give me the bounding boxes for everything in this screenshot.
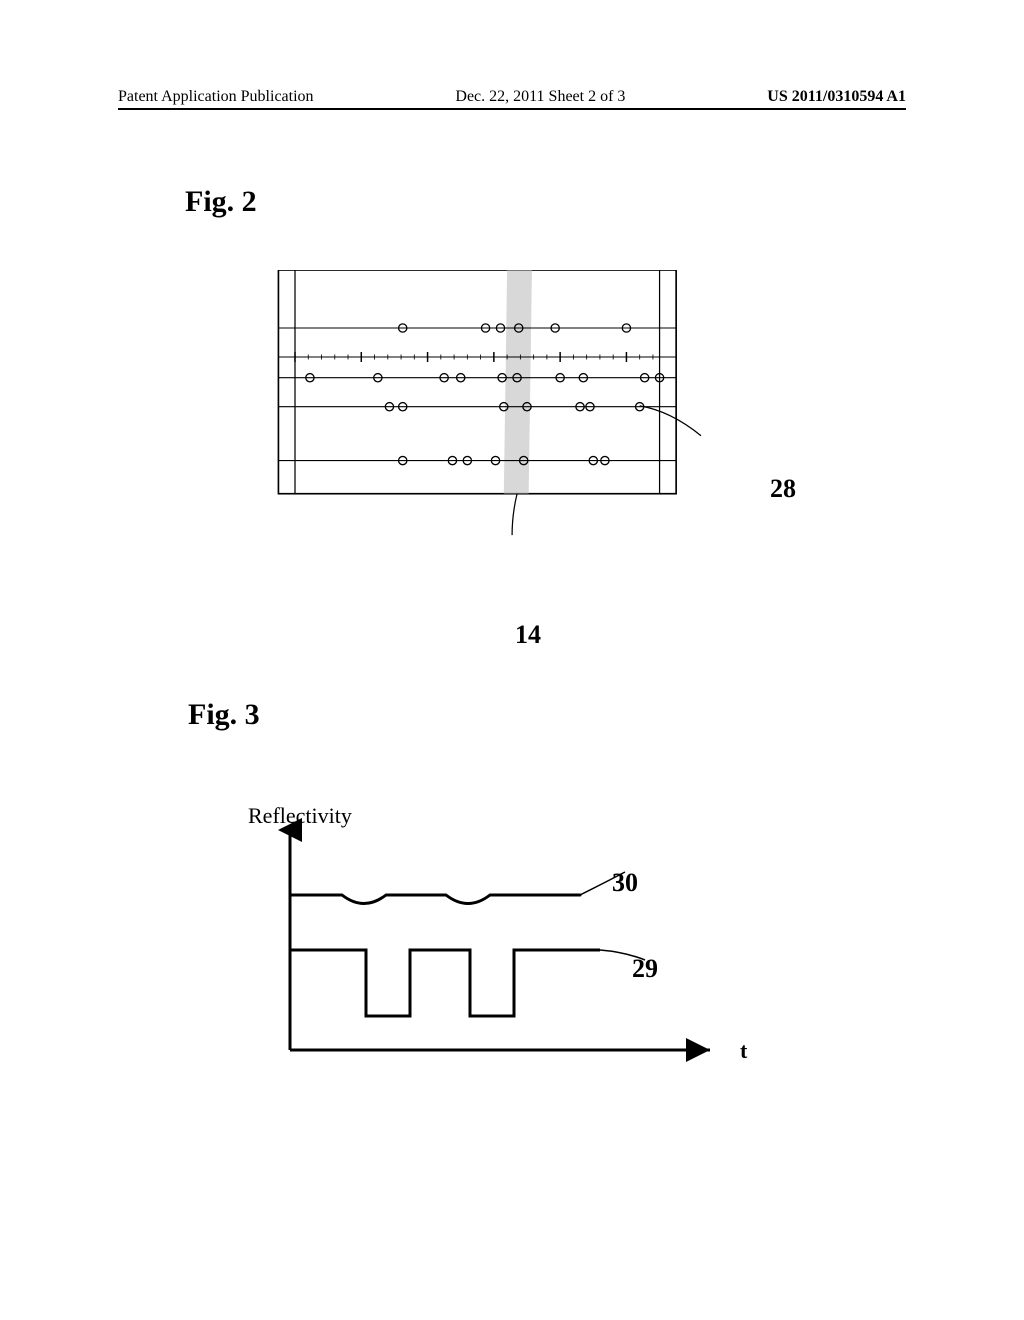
figure-3 xyxy=(230,800,760,1100)
figure-3-svg xyxy=(230,800,760,1100)
figure-2 xyxy=(258,270,738,560)
header-right: US 2011/0310594 A1 xyxy=(767,88,906,106)
page: Patent Application Publication Dec. 22, … xyxy=(0,0,1024,1320)
figure-3-label: Fig. 3 xyxy=(188,698,260,732)
ref-28: 28 xyxy=(770,474,796,504)
figure-2-svg xyxy=(258,270,738,560)
ref-14: 14 xyxy=(515,620,541,650)
header-line: Patent Application Publication Dec. 22, … xyxy=(118,88,906,110)
header-mid: Dec. 22, 2011 Sheet 2 of 3 xyxy=(455,88,625,106)
x-axis-label: t xyxy=(740,1038,747,1064)
figure-2-label: Fig. 2 xyxy=(185,185,257,219)
ref-29: 29 xyxy=(632,954,658,984)
page-header: Patent Application Publication Dec. 22, … xyxy=(118,88,906,110)
ref-30: 30 xyxy=(612,868,638,898)
header-left: Patent Application Publication xyxy=(118,88,314,106)
